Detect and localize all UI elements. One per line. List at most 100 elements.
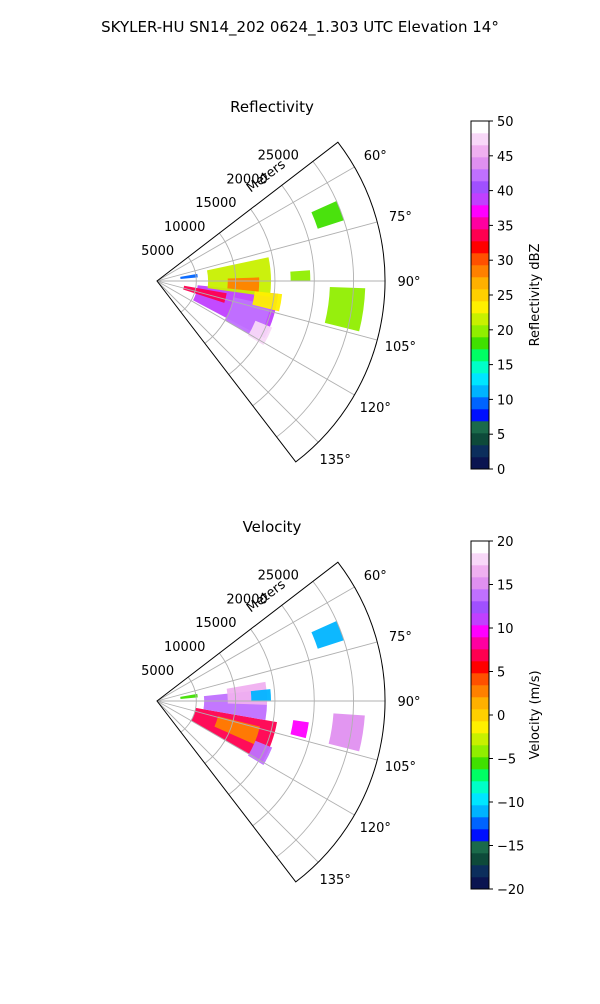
velocity-echo-5 [250,689,271,701]
reflectivity-echo-8 [324,287,366,332]
reflectivity-colorbar-swatch-21 [471,205,489,218]
reflectivity-colorbar-swatch-19 [471,229,489,242]
reflectivity-colorbar-swatch-3 [471,421,489,434]
velocity-colorbar-swatch-7 [471,793,489,806]
reflectivity-colorbar-tick-label-3: 15 [497,359,514,374]
reflectivity-colorbar-tick-label-2: 10 [497,393,514,408]
velocity-colorbar-tick-label-0: −20 [497,883,524,898]
velocity-colorbar-tick-label-5: 5 [497,666,505,681]
velocity-colorbar-swatch-26 [471,565,489,578]
reflectivity-colorbar-swatch-18 [471,241,489,254]
reflectivity-azimuth-tick-label-5: 135° [320,453,351,468]
velocity-colorbar-tick-label-8: 20 [497,535,514,550]
reflectivity-colorbar-swatch-13 [471,301,489,314]
reflectivity-colorbar-swatch-26 [471,145,489,158]
reflectivity-range-ring-2 [228,208,276,375]
reflectivity-colorbar-swatch-11 [471,325,489,338]
reflectivity-colorbar-label: Reflectivity dBZ [528,244,543,347]
reflectivity-azimuth-spoke-1 [156,221,378,282]
velocity-azimuth-spoke-5 [156,700,319,863]
reflectivity-range-tick-label-1: 10000 [164,220,205,235]
velocity-range-tick-label-3: 20000 [226,592,267,607]
reflectivity-colorbar-tick-label-6: 30 [497,254,514,269]
reflectivity-colorbar-swatch-28 [471,121,489,134]
velocity-range-tick-label-4: 25000 [258,568,299,583]
velocity-title: Velocity [243,518,302,536]
velocity-range-ring-0 [180,676,197,733]
velocity-colorbar-swatch-21 [471,625,489,638]
velocity-colorbar-swatch-2 [471,853,489,866]
reflectivity-colorbar-swatch-6 [471,385,489,398]
velocity-colorbar: −20 −15 −10 −5 0 5 10 15 20 Velocity (m/s) [470,535,543,898]
reflectivity-panel: 5000 10000 15000 20000 25000 60° 75° 90° 105° 120… [141,98,543,478]
velocity-azimuth-spoke-1 [156,641,378,702]
reflectivity-colorbar-swatch-8 [471,361,489,374]
reflectivity-colorbar-tick-label-1: 5 [497,428,505,443]
reflectivity-colorbar-swatch-16 [471,265,489,278]
velocity-azimuth-spoke-3 [156,700,378,761]
velocity-colorbar-label: Velocity (m/s) [528,670,543,759]
velocity-colorbar-swatch-6 [471,805,489,818]
reflectivity-range-tick-label-0: 5000 [141,244,174,259]
reflectivity-echo-10 [180,273,198,279]
velocity-colorbar-swatch-23 [471,601,489,614]
velocity-colorbar-swatch-1 [471,865,489,878]
velocity-sector-frame [156,561,386,883]
velocity-echoes [180,621,365,765]
reflectivity-echoes [180,201,366,345]
velocity-colorbar-swatch-12 [471,733,489,746]
velocity-colorbar-swatch-18 [471,661,489,674]
velocity-echo-8 [290,720,309,739]
reflectivity-colorbar-swatch-7 [471,373,489,386]
velocity-range-tick-label-2: 15000 [195,616,236,631]
reflectivity-colorbar-swatch-25 [471,157,489,170]
velocity-colorbar-swatch-24 [471,589,489,602]
velocity-colorbar-swatch-22 [471,613,489,626]
velocity-range-tick-label-1: 10000 [164,640,205,655]
velocity-colorbar-tick-label-6: 10 [497,622,514,637]
velocity-range-ring-3 [252,605,315,827]
velocity-colorbar-swatch-11 [471,745,489,758]
velocity-range-ring-4 [276,581,354,858]
velocity-azimuth-tick-label-1: 75° [389,630,412,645]
velocity-colorbar-swatch-28 [471,541,489,554]
velocity-azimuth-spoke-0 [156,586,355,702]
velocity-colorbar-tick-label-7: 15 [497,579,514,594]
reflectivity-colorbar-swatch-17 [471,253,489,266]
velocity-colorbar-swatch-25 [471,577,489,590]
figure-title: SKYLER-HU SN14_202 0624_1.303 UTC Elevat… [101,18,499,37]
velocity-range-ring-1 [204,652,237,764]
velocity-colorbar-swatch-20 [471,637,489,650]
reflectivity-colorbar-tick-label-9: 45 [497,150,514,165]
velocity-colorbar-swatch-27 [471,553,489,566]
velocity-colorbar-swatch-13 [471,721,489,734]
reflectivity-colorbar-swatch-12 [471,313,489,326]
reflectivity-sector-frame [156,141,386,463]
reflectivity-colorbar-swatch-14 [471,289,489,302]
reflectivity-range-ring-4 [276,161,354,438]
reflectivity-colorbar-swatch-15 [471,277,489,290]
velocity-colorbar-tick-label-2: −10 [497,796,524,811]
velocity-echo-6 [311,621,344,649]
velocity-colorbar-swatch-15 [471,697,489,710]
velocity-colorbar-swatch-17 [471,673,489,686]
reflectivity-colorbar-swatch-10 [471,337,489,350]
velocity-colorbar-tick-label-4: 0 [497,709,505,724]
velocity-azimuth-tick-label-2: 90° [397,695,420,710]
velocity-colorbar-swatch-8 [471,781,489,794]
velocity-colorbar-swatch-3 [471,841,489,854]
velocity-range-ring-2 [228,628,276,795]
velocity-colorbar-tick-label-1: −15 [497,840,524,855]
reflectivity-colorbar-swatch-23 [471,181,489,194]
reflectivity-range-ring-3 [252,185,315,407]
reflectivity-colorbar-swatch-2 [471,433,489,446]
reflectivity-colorbar-swatch-9 [471,349,489,362]
velocity-colorbar-swatch-4 [471,829,489,842]
reflectivity-range-tick-label-3: 20000 [226,172,267,187]
velocity-azimuth-spoke-4 [156,700,355,816]
velocity-azimuth-tick-label-0: 60° [364,569,387,584]
reflectivity-colorbar-tick-label-5: 25 [497,289,514,304]
velocity-colorbar-swatch-19 [471,649,489,662]
reflectivity-range-ring-1 [204,232,237,344]
reflectivity-colorbar-swatch-0 [471,457,489,470]
